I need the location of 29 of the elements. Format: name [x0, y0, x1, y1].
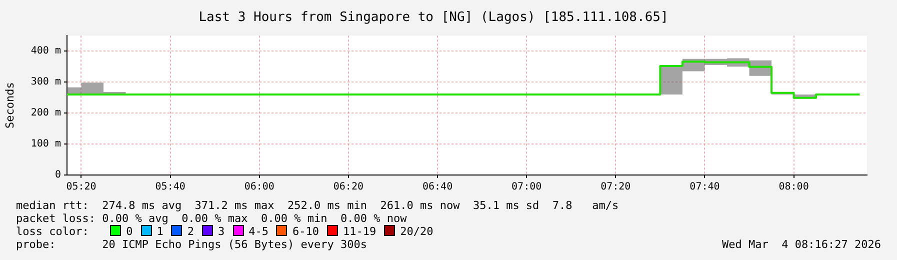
text: packet loss: 0.00 % avg 0.00 % max 0.00 % min 0.00 % now — [16, 212, 407, 225]
x-tick-label: 06:40 — [422, 182, 453, 193]
text: 11-19 — [342, 225, 376, 238]
x-tick-label: 07:40 — [690, 182, 720, 193]
x-tick-label: 08:00 — [778, 182, 809, 193]
x-tick-label: 07:00 — [512, 182, 542, 193]
text: 0 — [126, 225, 133, 238]
text: 4-5 — [248, 225, 268, 238]
y-tick-label: 100 m — [30, 138, 61, 150]
text: 1 — [156, 225, 164, 238]
text: 2 — [187, 225, 194, 238]
y-tick-label: 0 — [54, 170, 61, 181]
text: median rtt: 274.8 ms avg 371.2 ms max 252.0 ms min 261.0 ms now 35.1 ms sd 7.8 am/s — [16, 199, 619, 212]
chart-title: Last 3 Hours from Singapore to [NG] (Lagos) [185.111.108.65] — [198, 10, 668, 26]
y-tick-label: 200 m — [30, 108, 61, 119]
y-axis-title: Seconds — [3, 82, 16, 128]
text: 20/20 — [400, 225, 434, 238]
x-tick-label: 06:20 — [333, 182, 364, 193]
text: 3 — [218, 225, 225, 238]
text: Wed Mar 4 08:16:27 2026 — [722, 238, 881, 251]
x-tick-label: 07:20 — [600, 182, 631, 193]
y-tick-label: 300 m — [30, 76, 61, 88]
x-tick-label: 06:00 — [244, 182, 274, 193]
x-tick-label: 05:40 — [155, 182, 186, 193]
y-tick-label: 400 m — [30, 46, 61, 57]
text: probe: 20 ICMP Echo Pings (56 Bytes) every 300s — [16, 238, 367, 251]
text: 6-10 — [292, 225, 319, 238]
text: loss color: — [16, 225, 90, 238]
x-tick-label: 05:20 — [66, 182, 96, 193]
